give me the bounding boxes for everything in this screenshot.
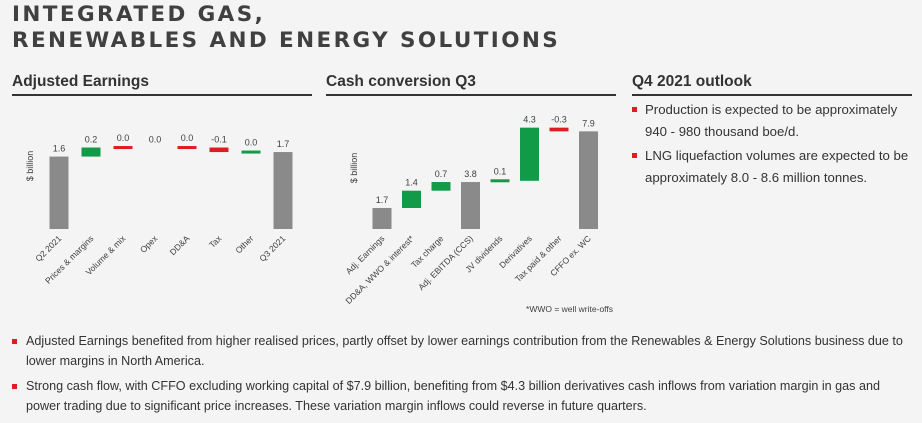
bar-derivatives (520, 127, 539, 181)
note-text: Adjusted Earnings benefited from higher … (26, 334, 903, 368)
outlook-item-lng: LNG liquefaction volumes are expected to… (632, 145, 912, 189)
summary-notes: Adjusted Earnings benefited from higher … (12, 331, 912, 421)
category-label-tax: Tax (207, 233, 224, 250)
bullet-marker (632, 107, 637, 112)
bar-q3-2021 (273, 152, 293, 229)
bar-adj-ebitda-ccs (461, 182, 480, 229)
outlook-rule (632, 94, 912, 96)
data-label-opex: 0.0 (149, 135, 162, 145)
outlook-item-text: Production is expected to be approximate… (645, 102, 898, 139)
data-label-q3-2021: 1.7 (277, 139, 290, 149)
chart-footnote: *WWO = well write-offs (526, 304, 613, 314)
cash-conversion-title: Cash conversion Q3 (326, 73, 476, 90)
adjusted-earnings-rule (12, 94, 312, 96)
bar-tax (209, 147, 229, 153)
note-text: Strong cash flow, with CFFO excluding wo… (26, 379, 880, 413)
outlook-item-text: LNG liquefaction volumes are expected to… (645, 148, 909, 185)
data-label-tax-paid-other: -0.3 (551, 115, 567, 125)
page-title: INTEGRATED GAS, RENEWABLES AND ENERGY SO… (12, 2, 560, 54)
bar-dd-a-wwo-interest (402, 190, 421, 208)
outlook-list: Production is expected to be approximate… (632, 99, 912, 191)
data-label-tax-charge: 0.7 (435, 169, 448, 179)
data-label-derivatives: 4.3 (523, 115, 536, 125)
bar-tax-charge (431, 182, 451, 191)
data-label-jv-dividends: 0.1 (494, 166, 507, 176)
bar-volume-mix (113, 146, 133, 150)
category-label-dd-a: DD&A (168, 233, 192, 257)
bar-q2-2021 (49, 156, 69, 229)
data-label-dd-a: 0.0 (181, 133, 194, 143)
data-label-dd-a-wwo-interest: 1.4 (405, 178, 418, 188)
category-label-opex: Opex (138, 233, 160, 255)
data-label-cffo-ex-wc: 7.9 (582, 118, 595, 128)
data-label-other: 0.0 (245, 138, 258, 148)
category-label-q2-2021: Q2 2021 (33, 233, 63, 263)
category-label-q3-2021: Q3 2021 (257, 233, 287, 263)
data-label-adj-ebitda-ccs: 3.8 (464, 169, 477, 179)
page-title-line-1: INTEGRATED GAS, (12, 2, 266, 27)
data-label-volume-mix: 0.0 (117, 133, 130, 143)
note-cash-flow: Strong cash flow, with CFFO excluding wo… (12, 376, 912, 416)
bar-adj-earnings (372, 207, 392, 229)
category-label-adj-ebitda-ccs: Adj. EBITDA (CCS) (416, 233, 475, 292)
bar-other (241, 150, 261, 154)
category-label-other: Other (233, 233, 255, 255)
bullet-marker (632, 153, 637, 158)
bar-dd-a (177, 146, 197, 150)
data-label-q2-2021: 1.6 (53, 144, 66, 154)
outlook-title: Q4 2021 outlook (632, 73, 752, 90)
y-axis-label: $ billion (25, 151, 35, 182)
bullet-marker (12, 384, 17, 389)
bar-cffo-ex-wc (579, 131, 598, 229)
page-title-line-2: RENEWABLES AND ENERGY SOLUTIONS (12, 28, 561, 53)
data-label-tax: -0.1 (211, 135, 227, 145)
bullet-marker (12, 339, 17, 344)
data-label-adj-earnings: 1.7 (376, 195, 389, 205)
note-adjusted-earnings: Adjusted Earnings benefited from higher … (12, 331, 912, 371)
bar-prices-margins (81, 147, 101, 157)
outlook-item-production: Production is expected to be approximate… (632, 99, 912, 143)
y-axis-label: $ billion (349, 153, 359, 184)
data-label-prices-margins: 0.2 (85, 135, 98, 145)
bar-tax-paid-other (549, 127, 569, 132)
adjusted-earnings-title: Adjusted Earnings (12, 73, 149, 90)
cash-conversion-rule (326, 94, 616, 96)
bar-jv-dividends (490, 179, 510, 183)
